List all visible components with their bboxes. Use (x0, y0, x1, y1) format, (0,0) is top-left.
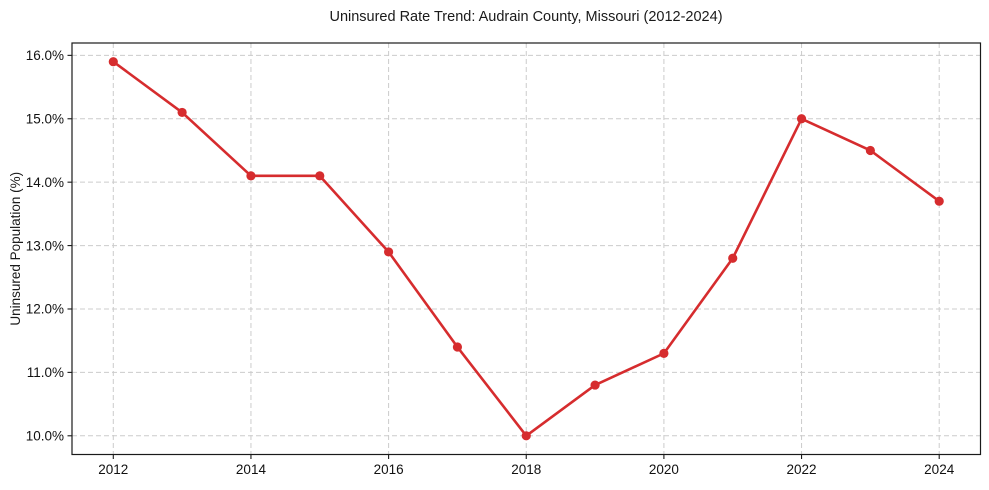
y-axis-label: Uninsured Population (%) (8, 172, 23, 326)
plot-border (71, 42, 982, 456)
data-point-2016 (383, 247, 394, 257)
data-point-2023 (865, 145, 875, 156)
data-point-2012 (108, 57, 118, 67)
x-tick-label: 2022 (787, 462, 817, 477)
y-tick-label: 16.0% (26, 48, 64, 63)
x-tick-label: 2018 (511, 462, 541, 477)
x-tick-label: 2012 (98, 462, 128, 477)
x-tick-label: 2014 (236, 462, 267, 477)
data-point-2019 (590, 380, 600, 390)
data-point-2024 (934, 196, 944, 206)
data-point-2018 (521, 431, 531, 441)
y-tick-label: 10.0% (26, 428, 64, 443)
data-point-2020 (659, 348, 669, 358)
data-point-2013 (177, 107, 187, 118)
x-tick-label: 2024 (924, 462, 955, 477)
data-point-2021 (728, 253, 738, 263)
x-tick-label: 2016 (374, 462, 404, 477)
y-tick-label: 11.0% (27, 365, 64, 380)
y-tick-label: 14.0% (26, 175, 64, 190)
y-tick-label: 12.0% (26, 302, 64, 317)
data-point-2017 (452, 342, 463, 352)
y-tick-label: 15.0% (26, 111, 64, 126)
data-point-2015 (315, 171, 325, 181)
y-tick-label: 13.0% (26, 238, 64, 253)
chart-title: Uninsured Rate Trend: Audrain County, Mi… (329, 9, 722, 25)
x-tick-label: 2020 (649, 462, 679, 477)
data-point-2014 (246, 171, 256, 181)
data-point-2022 (796, 114, 807, 124)
